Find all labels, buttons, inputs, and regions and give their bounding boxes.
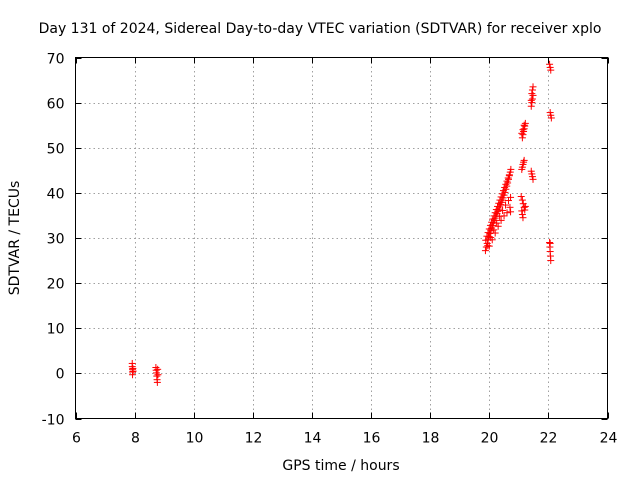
data-point (491, 209, 499, 217)
x-axis-label: GPS time / hours (282, 458, 399, 474)
data-point (491, 229, 499, 237)
axis-ticks (75, 57, 609, 420)
data-point (481, 247, 489, 255)
data-point (154, 371, 162, 379)
x-tick-label: 20 (481, 431, 499, 447)
data-point (490, 226, 498, 234)
data-point (518, 129, 526, 137)
x-tick-label: 14 (304, 431, 322, 447)
data-point (501, 183, 509, 191)
data-point (482, 236, 490, 244)
data-point (519, 126, 527, 134)
data-point (517, 192, 525, 200)
data-point (521, 202, 529, 210)
data-point (494, 222, 502, 230)
x-tick-label: 10 (186, 431, 204, 447)
data-point (489, 215, 497, 223)
y-tick-label: 20 (47, 277, 65, 293)
data-point (502, 180, 510, 188)
data-point (488, 236, 496, 244)
data-point (546, 60, 554, 68)
data-point (507, 165, 515, 173)
data-point (518, 196, 526, 204)
data-point (494, 202, 502, 210)
data-point (505, 171, 513, 179)
data-point (503, 177, 511, 185)
data-point (518, 207, 526, 215)
data-point (520, 158, 528, 166)
y-axis-label: SDTVAR / TECUs (7, 181, 23, 296)
y-tick-label: 50 (47, 142, 65, 158)
data-point (504, 179, 512, 187)
data-point (497, 216, 505, 224)
data-point (519, 214, 527, 222)
x-tick-label: 12 (245, 431, 263, 447)
data-point (488, 218, 496, 226)
data-point (485, 242, 493, 250)
data-points (128, 60, 555, 386)
data-point (500, 212, 508, 220)
data-point (497, 193, 505, 201)
x-tick-label: 16 (363, 431, 381, 447)
x-tick-label: 22 (540, 431, 558, 447)
y-tick-label: 40 (47, 187, 65, 203)
data-point (518, 134, 526, 142)
x-tick-label: 6 (72, 431, 81, 447)
x-tick-labels: 6 8 10 12 14 16 18 20 22 24 (72, 431, 617, 447)
data-point (504, 174, 512, 182)
data-point (529, 83, 537, 91)
grid-lines (75, 57, 608, 419)
data-point (483, 232, 491, 240)
y-tick-label: -10 (42, 413, 65, 429)
data-point (498, 190, 506, 198)
x-tick-label: 18 (422, 431, 440, 447)
data-point (520, 156, 528, 164)
x-tick-label: 8 (131, 431, 140, 447)
data-point (521, 206, 529, 214)
data-point (529, 175, 537, 183)
data-point (502, 201, 510, 209)
data-point (547, 257, 555, 265)
data-point (503, 209, 511, 217)
y-tick-labels: -10 0 10 20 30 40 50 60 70 (42, 52, 65, 429)
chart-title: Day 131 of 2024, Sidereal Day-to-day VTE… (39, 21, 602, 37)
data-point (499, 206, 507, 214)
data-point (528, 86, 536, 94)
data-point (520, 121, 528, 129)
y-tick-label: 70 (47, 52, 65, 68)
data-point (496, 196, 504, 204)
data-point (506, 203, 514, 211)
data-point (528, 95, 536, 103)
data-point (492, 206, 500, 214)
data-point (129, 371, 137, 379)
data-point (485, 225, 493, 233)
y-tick-label: 60 (47, 97, 65, 113)
data-point (527, 96, 535, 104)
data-point (528, 90, 536, 98)
y-tick-label: 30 (47, 232, 65, 248)
data-point (546, 239, 554, 247)
data-point (482, 243, 490, 251)
data-point (547, 114, 555, 122)
data-point (484, 229, 492, 237)
data-point (495, 199, 503, 207)
data-point (527, 102, 535, 110)
data-point (521, 119, 529, 127)
data-point (486, 221, 494, 229)
y-tick-label: 0 (56, 367, 65, 383)
data-point (493, 219, 501, 227)
data-point (507, 193, 515, 201)
data-point (153, 378, 161, 386)
data-point (129, 367, 137, 375)
y-tick-label: 10 (47, 322, 65, 338)
data-point (547, 66, 555, 74)
data-point (518, 211, 526, 219)
data-point (499, 187, 507, 195)
data-point (507, 208, 515, 216)
data-point (529, 91, 537, 99)
x-tick-label: 24 (600, 431, 618, 447)
